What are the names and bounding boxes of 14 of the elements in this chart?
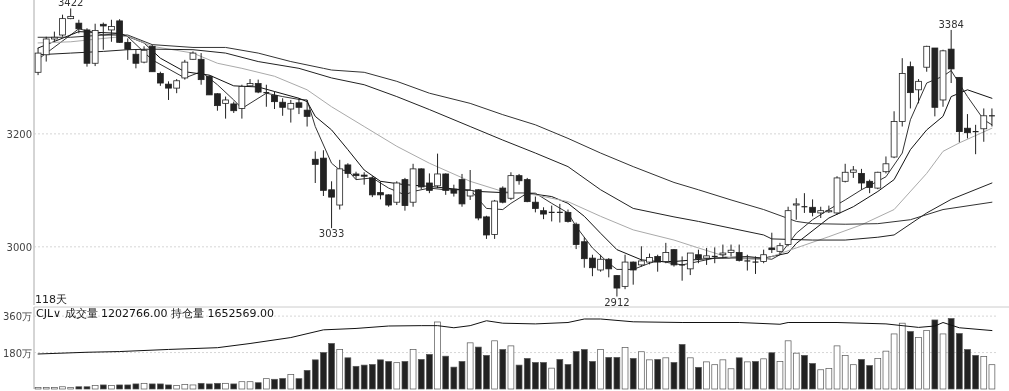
candlestick [980, 107, 988, 143]
candlestick [882, 155, 890, 174]
annotation: 3033 [318, 228, 345, 240]
candlestick [303, 99, 311, 128]
y-tick-label: 180万 [2, 347, 32, 359]
chart-title: CJL∨ 成交量 1202766.00 持仓量 1652569.00 [36, 307, 275, 320]
y-tick-label: 3000 [6, 241, 32, 253]
y-tick-label: 3200 [6, 128, 32, 140]
annotation: 118天 [35, 293, 67, 306]
y-tick-label: 360万 [2, 311, 32, 323]
candlestick [792, 197, 800, 221]
annotation: 2912 [604, 296, 630, 308]
annotation: 3384 [938, 18, 964, 30]
candlestick [181, 59, 189, 81]
